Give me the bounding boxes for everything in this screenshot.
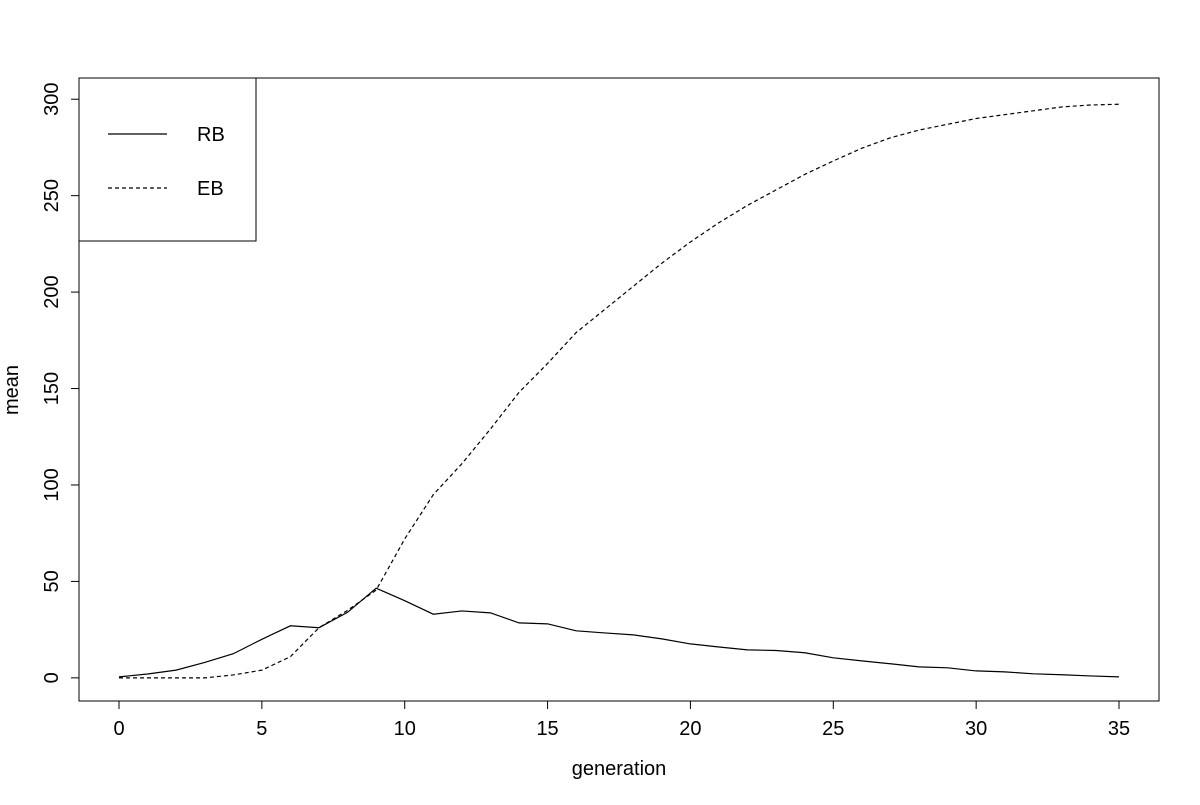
y-tick-label: 200 (41, 275, 63, 308)
x-tick-label: 25 (822, 718, 844, 740)
x-tick-label: 0 (113, 718, 124, 740)
x-tick-label: 15 (536, 718, 558, 740)
x-axis-label: generation (572, 758, 667, 780)
y-tick-label: 300 (41, 83, 63, 116)
legend-label: EB (197, 178, 224, 200)
legend-label: RB (197, 124, 225, 146)
x-tick-label: 10 (394, 718, 416, 740)
y-tick-label: 50 (41, 570, 63, 592)
x-tick-label: 20 (679, 718, 701, 740)
y-tick-label: 250 (41, 179, 63, 212)
plot-frame (78, 77, 1160, 702)
legend-box (78, 77, 257, 242)
y-axis-label: mean (1, 365, 23, 415)
series-line (119, 103, 1120, 679)
y-tick-label: 0 (41, 672, 63, 683)
x-tick-label: 35 (1108, 718, 1130, 740)
series-line (118, 587, 1120, 678)
x-tick-label: 5 (256, 718, 267, 740)
x-tick-label: 30 (965, 718, 987, 740)
y-tick-label: 150 (41, 372, 63, 405)
y-tick-label: 100 (41, 468, 63, 501)
